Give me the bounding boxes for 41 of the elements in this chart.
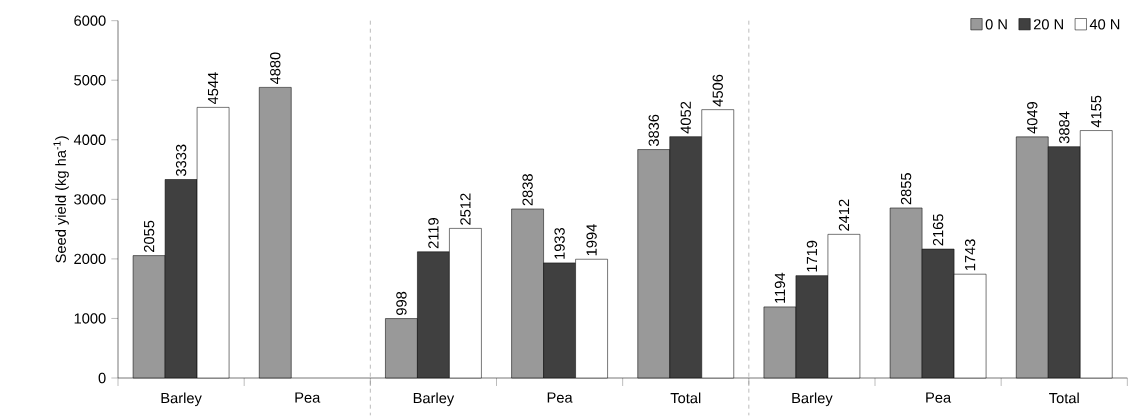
data-label: 4506 (712, 74, 723, 107)
legend-label: 40 N (1089, 19, 1120, 30)
y-tick-label: 1000 (74, 313, 106, 324)
x-tick-label: Pea (926, 392, 952, 403)
data-label: 4155 (1091, 95, 1102, 128)
data-label: 2412 (838, 199, 850, 231)
data-label: 1933 (554, 227, 565, 259)
x-tick-label: Total (670, 392, 701, 404)
data-label: 4049 (1027, 102, 1038, 134)
data-label: 2855 (900, 173, 912, 205)
data-label: 2055 (143, 220, 155, 252)
data-label: 3884 (1059, 111, 1070, 144)
data-label: 1743 (964, 239, 976, 271)
data-label: 1994 (586, 224, 597, 256)
data-label: 4544 (207, 72, 219, 105)
x-tick-label: Barley (413, 392, 455, 407)
x-tick-label: Barley (792, 392, 833, 407)
x-tick-label: Barley (161, 392, 202, 407)
y-axis-title: Seed yield (kg ha$^{-1}$) (53, 136, 69, 263)
data-label: 998 (396, 291, 407, 315)
y-tick-label: 0 (98, 372, 106, 384)
data-label: 1719 (806, 240, 818, 272)
x-tick-label: Pea (547, 392, 573, 403)
y-tick-label: 6000 (74, 15, 106, 26)
data-label: 2119 (428, 218, 439, 249)
x-tick-label: Total (1049, 392, 1079, 404)
data-label: 3333 (175, 144, 187, 177)
legend-label: 0 N (985, 19, 1007, 30)
y-tick-label: 3000 (74, 194, 106, 205)
data-label: 4880 (270, 52, 281, 85)
data-label: 2165 (932, 214, 944, 246)
legend-label: 20 N (1033, 19, 1063, 30)
data-label: 3836 (648, 114, 659, 147)
data-label: 2838 (522, 174, 533, 206)
data-label: 4052 (680, 101, 691, 134)
y-tick-label: 5000 (74, 75, 106, 86)
data-label: 1194 (774, 272, 786, 303)
x-tick-label: Pea (295, 392, 321, 403)
data-label: 2512 (460, 193, 471, 225)
y-tick-label: 4000 (73, 134, 106, 145)
y-tick-label: 2000 (74, 253, 106, 265)
